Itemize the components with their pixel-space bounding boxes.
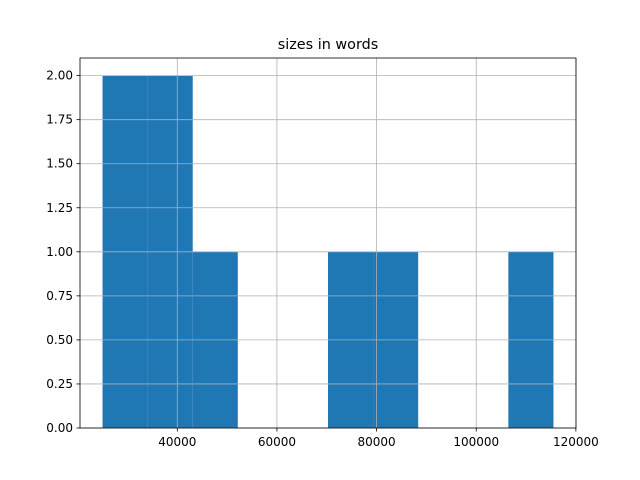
plot-frame (79, 57, 577, 429)
axis-layer: 0.00 0.25 0.50 0.75 1.00 1.25 1.50 1.75 2.00 4000… (46, 57, 599, 449)
y-tick-label: 0.00 (46, 421, 73, 435)
y-tick-label: 2.00 (46, 69, 73, 83)
x-tick-label: 60000 (258, 435, 296, 449)
y-tick-label: 1.50 (46, 157, 73, 171)
y-tick-label: 1.25 (46, 201, 73, 215)
y-tick-label: 1.75 (46, 113, 73, 127)
x-tick-label: 100000 (453, 435, 499, 449)
y-tick-label: 1.00 (46, 245, 73, 259)
x-tick-label: 80000 (357, 435, 395, 449)
y-tick-label: 0.50 (46, 333, 73, 347)
chart-title: sizes in words (278, 37, 379, 53)
x-tick-label: 120000 (553, 435, 599, 449)
x-tick-label: 40000 (158, 435, 196, 449)
y-tick-label: 0.75 (46, 289, 73, 303)
y-tick-label: 0.25 (46, 377, 73, 391)
